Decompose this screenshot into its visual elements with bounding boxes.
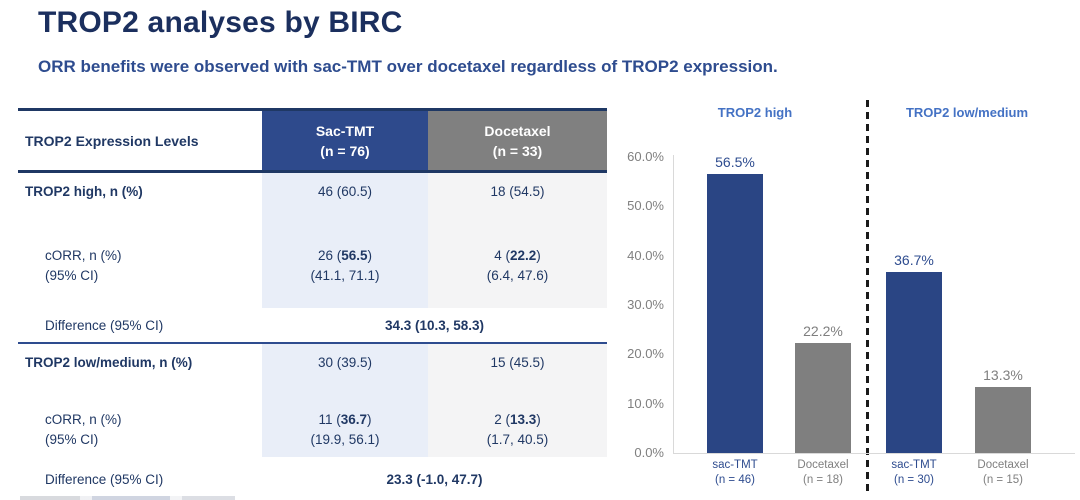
header-sac-n: (n = 76) — [320, 142, 370, 159]
header-sac-tmt: Sac-TMT (n = 76) — [262, 109, 428, 172]
cell-low-doc-corr: 2 (13.3) (1.7, 40.5) — [428, 403, 607, 457]
cell-high-diff-value: 34.3 (10.3, 58.3) — [384, 317, 485, 333]
bar-docetaxel — [795, 343, 851, 453]
cell-high-sac-corr: 26 (56.5) (41.1, 71.1) — [262, 232, 428, 308]
bar-docetaxel — [975, 387, 1031, 453]
bar-sac-tmt — [886, 272, 942, 453]
bar-sac-tmt — [707, 174, 763, 453]
table-row-corr-low: cORR, n (%) (95% CI) 11 (36.7) (19.9, 56… — [18, 403, 607, 457]
x-axis-label: sac-TMT (n = 30) — [891, 459, 937, 486]
table-row-diff-low: Difference (95% CI) 23.3 (-1.0, 47.7) — [18, 457, 607, 500]
cell-low-doc-n: 15 (45.5) — [428, 343, 607, 403]
y-axis-tick-label: 40.0% — [627, 247, 664, 263]
y-axis-tick-label: 50.0% — [627, 198, 664, 214]
results-table-container: TROP2 Expression Levels Sac-TMT (n = 76)… — [18, 108, 607, 500]
bar-value-label: 36.7% — [894, 252, 934, 268]
y-axis-tick-label: 0.0% — [634, 445, 664, 460]
group-divider-dashed-line — [866, 100, 869, 492]
x-axis-label: sac-TMT (n = 46) — [712, 459, 758, 486]
x-axis-line — [673, 453, 1075, 454]
corr-label: cORR, n (%) — [45, 412, 122, 427]
label-corr-high: cORR, n (%) (95% CI) — [18, 232, 262, 308]
header-expression-levels: TROP2 Expression Levels — [18, 109, 262, 172]
header-doc-name: Docetaxel — [484, 122, 551, 139]
header-sac-name: Sac-TMT — [315, 122, 375, 139]
header-docetaxel: Docetaxel (n = 33) — [428, 109, 607, 172]
ci-label: (95% CI) — [45, 432, 99, 447]
cell-low-sac-corr: 11 (36.7) (19.9, 56.1) — [262, 403, 428, 457]
cell-low-diff-value: 23.3 (-1.0, 47.7) — [386, 472, 483, 487]
y-axis-line — [673, 155, 674, 453]
table-row-diff-high: Difference (95% CI) 34.3 (10.3, 58.3) — [18, 308, 607, 343]
group-label-trop2-high: TROP2 high — [717, 105, 793, 120]
bar-value-label: 13.3% — [983, 367, 1023, 383]
label-trop2-low: TROP2 low/medium, n (%) — [18, 343, 262, 403]
x-axis-label: Docetaxel (n = 15) — [977, 459, 1029, 486]
table-row-trop2-low: TROP2 low/medium, n (%) 30 (39.5) 15 (45… — [18, 343, 607, 403]
y-axis-tick-label: 60.0% — [627, 149, 664, 164]
table-header-row: TROP2 Expression Levels Sac-TMT (n = 76)… — [18, 109, 607, 172]
table-row-trop2-high: TROP2 high, n (%) 46 (60.5) 18 (54.5) — [18, 171, 607, 232]
bar-value-label: 56.5% — [715, 154, 755, 170]
corr-label: cORR, n (%) — [45, 248, 122, 263]
table-row-corr-high: cORR, n (%) (95% CI) 26 (56.5) (41.1, 71… — [18, 232, 607, 308]
cell-high-doc-corr: 4 (22.2) (6.4, 47.6) — [428, 232, 607, 308]
cell-high-doc-n: 18 (54.5) — [428, 171, 607, 232]
ci-label: (95% CI) — [45, 268, 99, 283]
label-diff-low: Difference (95% CI) — [18, 457, 262, 500]
page-title: TROP2 analyses by BIRC — [38, 6, 403, 39]
group-label-trop2-low: TROP2 low/medium — [905, 105, 1029, 120]
page-subtitle: ORR benefits were observed with sac-TMT … — [38, 57, 778, 76]
bar-chart: TROP2 high TROP2 low/medium 0.0% 10.0% 20.… — [627, 100, 1080, 500]
results-table: TROP2 Expression Levels Sac-TMT (n = 76)… — [18, 108, 607, 500]
y-axis-tick-label: 10.0% — [627, 395, 664, 411]
cell-low-sac-n: 30 (39.5) — [262, 343, 428, 403]
clipped-footnote-text — [20, 496, 235, 500]
y-axis-tick-label: 30.0% — [627, 297, 664, 312]
header-doc-n: (n = 33) — [492, 142, 543, 159]
y-axis-tick-label: 20.0% — [627, 346, 664, 362]
bar-value-label: 22.2% — [803, 323, 843, 339]
label-trop2-high: TROP2 high, n (%) — [18, 171, 262, 232]
cell-high-sac-n: 46 (60.5) — [262, 171, 428, 232]
label-corr-low: cORR, n (%) (95% CI) — [18, 403, 262, 457]
x-axis-label: Docetaxel (n = 18) — [797, 459, 849, 486]
label-diff-high: Difference (95% CI) — [18, 308, 262, 343]
